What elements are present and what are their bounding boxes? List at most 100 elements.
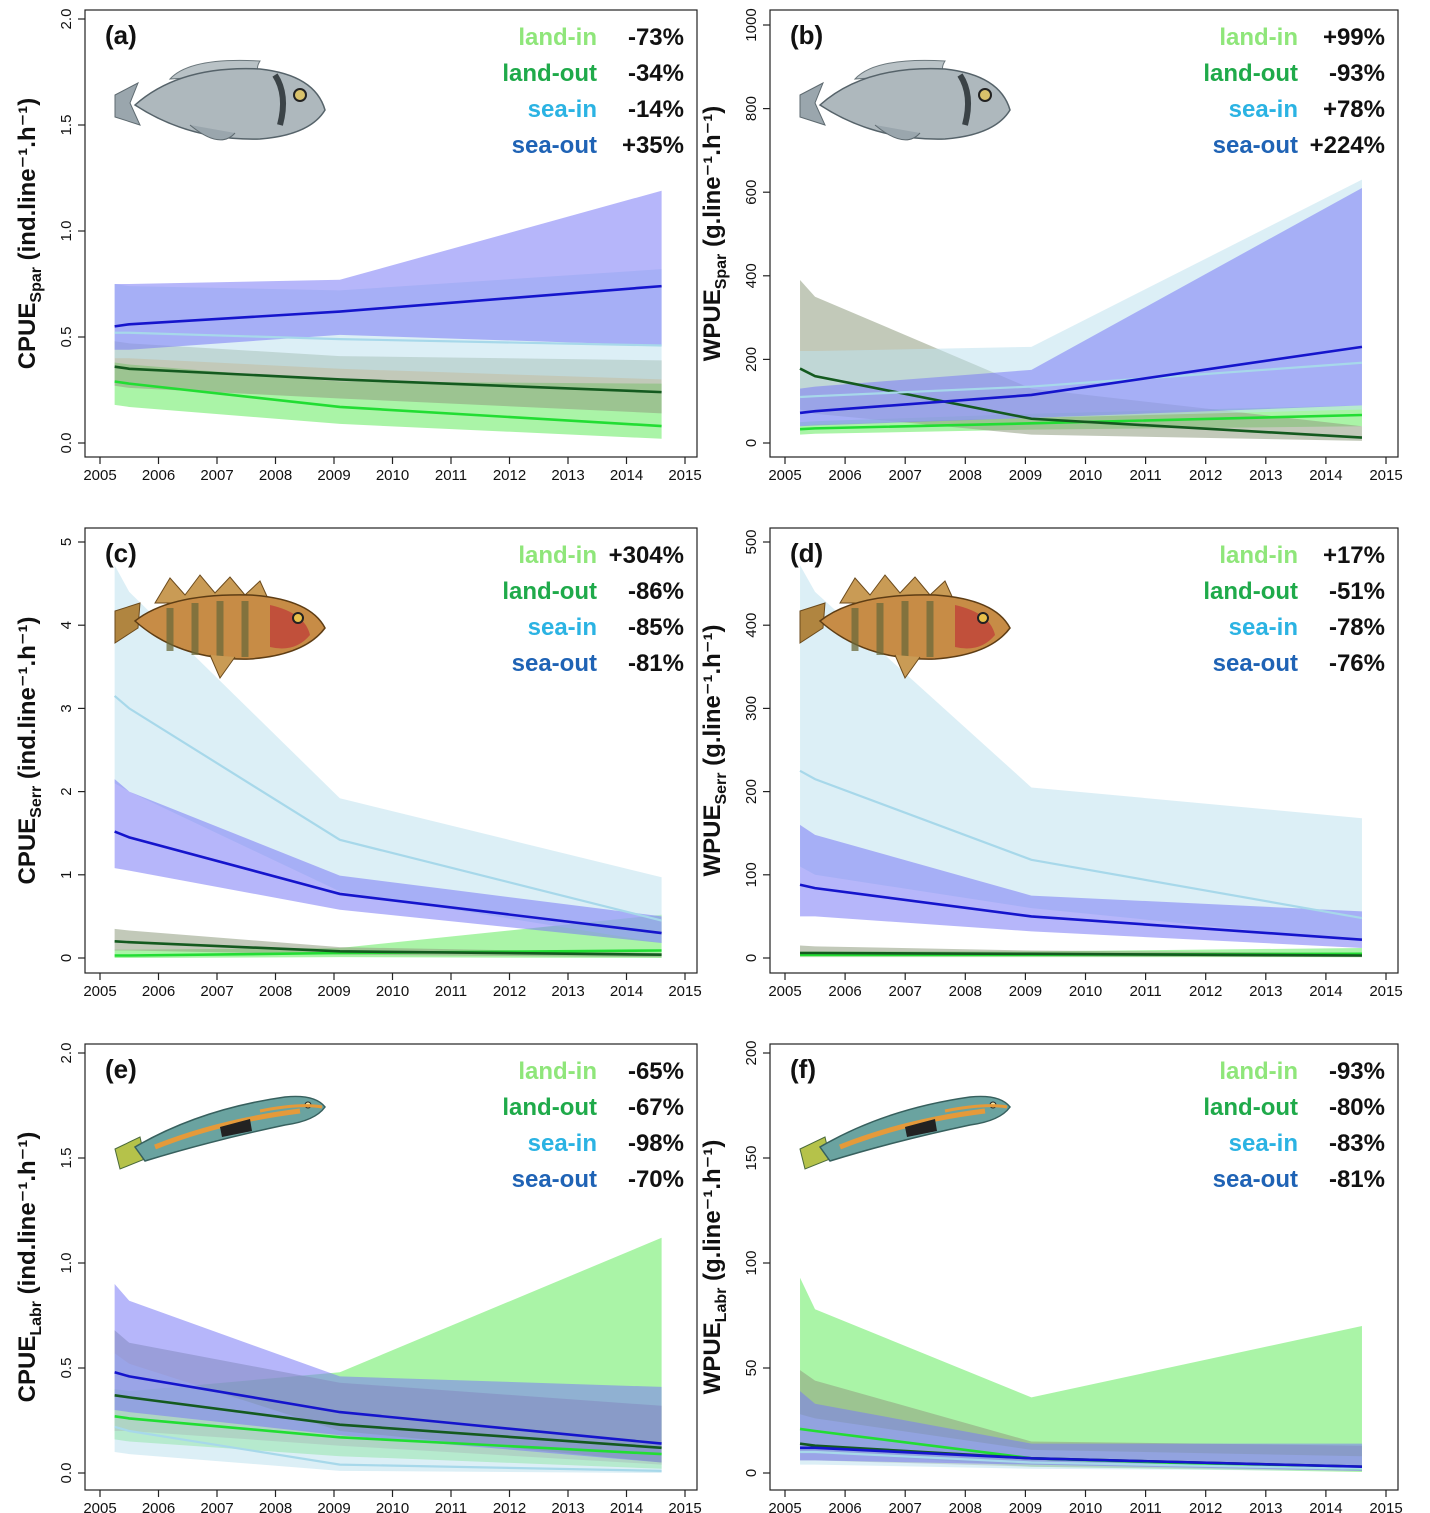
- x-tick-label: 2015: [1369, 983, 1402, 1000]
- series-line-land-in: [799, 413, 1362, 431]
- panel-a: 2005 2006 2007 2008 2009 2010 2011 2012 2013 2014…: [14, 9, 702, 484]
- x-tick-label: 2005: [83, 1500, 116, 1513]
- series-line-land-out: [114, 1394, 662, 1450]
- panel-b: 2005 2006 2007 2008 2009 2010 2011 2012 2013 2014…: [699, 8, 1403, 484]
- legend-change-sea-out: -70%: [628, 1166, 684, 1193]
- x-tick-label: 2009: [317, 983, 350, 1000]
- series-line-sea-in: [114, 1425, 662, 1472]
- x-tick-label: 2013: [1249, 1500, 1282, 1513]
- y-axis-title: CPUESpar (ind.line⁻¹.h⁻¹): [14, 98, 45, 370]
- legend-label-sea-in: sea-in: [1229, 614, 1298, 641]
- wrasse-fish-icon: [799, 1095, 1011, 1170]
- comber-fish-icon: [114, 574, 326, 680]
- series-line-land-in: [114, 380, 662, 428]
- x-tick-label: 2014: [610, 1500, 643, 1513]
- y-tick-label: 600: [743, 180, 760, 205]
- legend-label-land-in: land-in: [518, 24, 597, 51]
- x-tick-label: 2011: [435, 1500, 467, 1513]
- y-tick-label: 2: [58, 787, 75, 795]
- x-tick-label: 2014: [1309, 983, 1342, 1000]
- y-tick-label: 1.0: [58, 1253, 75, 1274]
- panel-label: (c): [105, 538, 137, 568]
- legend-label-sea-out: sea-out: [1213, 650, 1298, 677]
- confidence-band-land-in: [114, 914, 662, 958]
- x-tick-label: 2014: [1309, 467, 1342, 484]
- confidence-band-sea-out: [800, 1391, 1362, 1471]
- legend-change-land-in: -93%: [1329, 1058, 1385, 1085]
- x-tick-label: 2012: [493, 983, 526, 1000]
- panel-label: (d): [790, 538, 823, 568]
- legend-label-sea-in: sea-in: [528, 96, 597, 123]
- series-line-sea-out: [114, 1370, 662, 1445]
- x-tick-label: 2010: [376, 467, 409, 484]
- x-tick-label: 2015: [668, 1500, 701, 1513]
- x-tick-label: 2013: [551, 467, 584, 484]
- x-tick-label: 2007: [889, 1500, 922, 1513]
- x-tick-label: 2009: [317, 1500, 350, 1513]
- x-tick-label: 2006: [142, 1500, 175, 1513]
- series-line-sea-in: [113, 695, 662, 922]
- legend-change-sea-out: -81%: [1329, 1166, 1385, 1193]
- legend-change-sea-in: -98%: [628, 1130, 684, 1157]
- comber-fish-icon: [799, 574, 1011, 680]
- y-tick-label: 200: [743, 779, 760, 804]
- x-tick-label: 2013: [551, 1500, 584, 1513]
- legend-label-land-in: land-in: [518, 542, 597, 569]
- legend-label-land-out: land-out: [502, 1094, 597, 1121]
- legend-label-sea-out: sea-out: [512, 1166, 597, 1193]
- series-line-land-out: [114, 365, 662, 394]
- panel-e: 2005 2006 2007 2008 2009 2010 2011 2012 2013 2014…: [14, 1043, 702, 1513]
- legend-change-sea-out: +35%: [622, 132, 684, 159]
- legend-change-land-out: -86%: [628, 578, 684, 605]
- x-tick-label: 2007: [889, 983, 922, 1000]
- confidence-band-sea-out: [114, 1284, 662, 1463]
- y-tick-label: 0: [743, 439, 760, 447]
- x-tick-label: 2007: [200, 1500, 233, 1513]
- y-tick-label: 1.0: [58, 221, 75, 242]
- x-tick-label: 2011: [1129, 1500, 1161, 1513]
- legend-label-land-in: land-in: [518, 1058, 597, 1085]
- legend-label-land-out: land-out: [1203, 1094, 1298, 1121]
- legend-label-sea-out: sea-out: [1213, 1166, 1298, 1193]
- x-tick-label: 2010: [376, 1500, 409, 1513]
- x-tick-label: 2007: [200, 983, 233, 1000]
- y-axis-title: WPUESpar (g.line⁻¹.h⁻¹): [699, 106, 730, 362]
- y-tick-label: 0.5: [58, 327, 75, 348]
- legend-change-land-out: -93%: [1329, 60, 1385, 87]
- x-tick-label: 2005: [768, 467, 801, 484]
- x-tick-label: 2013: [1249, 983, 1282, 1000]
- y-tick-label: 0.5: [58, 1358, 75, 1379]
- x-tick-label: 2008: [949, 467, 982, 484]
- y-axis-title: WPUESerr (g.line⁻¹.h⁻¹): [699, 624, 730, 876]
- y-tick-label: 500: [743, 529, 760, 554]
- x-tick-label: 2010: [1069, 983, 1102, 1000]
- series-line-sea-in: [799, 361, 1363, 399]
- x-tick-label: 2012: [1189, 467, 1222, 484]
- x-tick-label: 2011: [435, 983, 467, 1000]
- legend-change-sea-in: -78%: [1329, 614, 1385, 641]
- legend-change-land-in: -73%: [628, 24, 684, 51]
- y-tick-label: 2.0: [58, 9, 75, 30]
- y-tick-label: 100: [743, 1250, 760, 1275]
- wrasse-fish-icon: [114, 1095, 326, 1170]
- y-tick-label: 4: [58, 621, 75, 629]
- x-tick-label: 2014: [1309, 1500, 1342, 1513]
- y-axis-title: WPUELabr (g.line⁻¹.h⁻¹): [699, 1140, 730, 1395]
- x-tick-label: 2012: [1189, 983, 1222, 1000]
- panel-label: (b): [790, 20, 823, 50]
- x-tick-label: 2011: [1129, 983, 1161, 1000]
- sea-bream-fish-icon: [799, 59, 1011, 141]
- legend-change-sea-out: +224%: [1310, 132, 1385, 159]
- y-tick-label: 3: [58, 704, 75, 712]
- x-tick-label: 2009: [317, 467, 350, 484]
- y-axis-title: CPUELabr (ind.line⁻¹.h⁻¹): [14, 1132, 45, 1403]
- x-tick-label: 2005: [768, 1500, 801, 1513]
- panel-c: 2005 2006 2007 2008 2009 2010 2011 2012 2013 2014…: [14, 527, 702, 1000]
- legend-change-land-in: +17%: [1323, 542, 1385, 569]
- x-tick-label: 2008: [949, 1500, 982, 1513]
- legend-label-sea-out: sea-out: [512, 132, 597, 159]
- x-tick-label: 2012: [493, 1500, 526, 1513]
- y-tick-label: 2.0: [58, 1043, 75, 1064]
- panel-label: (f): [790, 1054, 816, 1084]
- x-tick-label: 2006: [828, 983, 861, 1000]
